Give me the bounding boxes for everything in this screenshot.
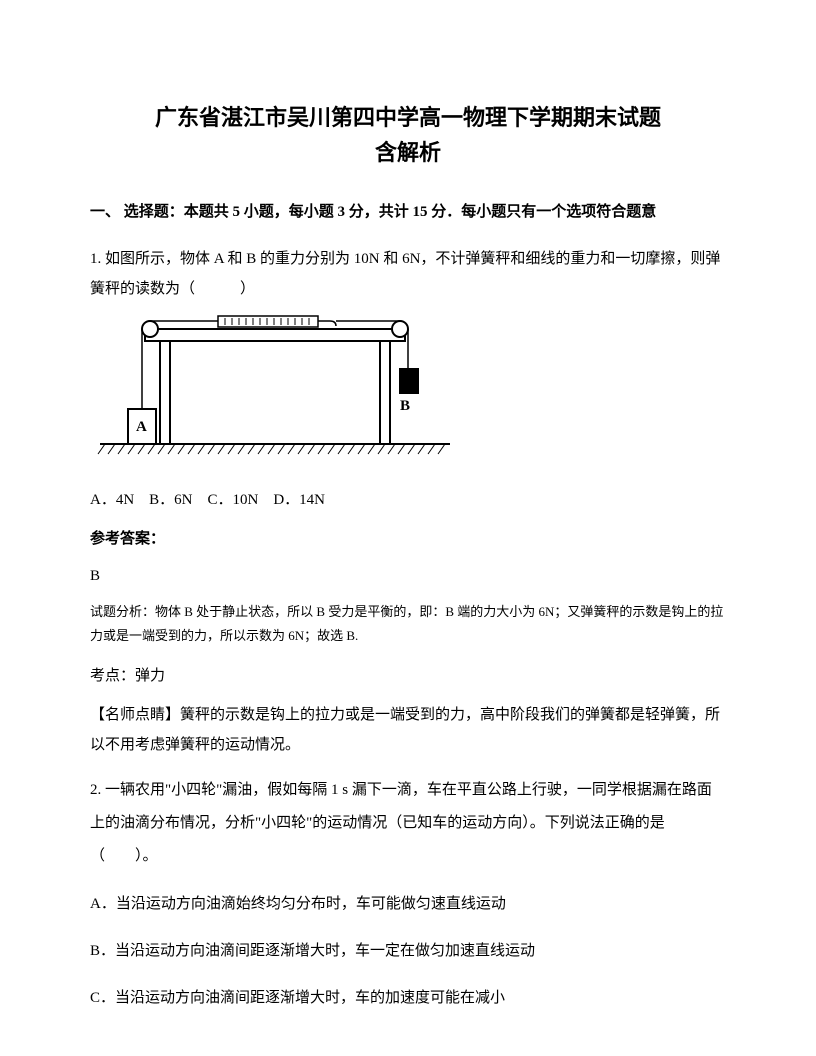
title-line-2: 含解析	[90, 135, 726, 170]
question-1-text: 1. 如图所示，物体 A 和 B 的重力分别为 10N 和 6N，不计弹簧秤和细…	[90, 244, 726, 304]
question-2-option-b: B．当沿运动方向油滴间距逐渐增大时，车一定在做匀加速直线运动	[90, 938, 726, 965]
question-2-option-a: A．当沿运动方向油滴始终均匀分布时，车可能做匀速直线运动	[90, 891, 726, 918]
label-B: B	[400, 398, 410, 414]
section-heading: 一、 选择题：本题共 5 小题，每小题 3 分，共计 15 分．每小题只有一个选…	[90, 200, 726, 226]
label-A: A	[136, 419, 147, 435]
answer-label: 参考答案：	[90, 526, 726, 553]
question-1-analysis: 试题分析：物体 B 处于静止状态，所以 B 受力是平衡的，即：B 端的力大小为 …	[90, 600, 726, 649]
question-2-options: A．当沿运动方向油滴始终均匀分布时，车可能做匀速直线运动 B．当沿运动方向油滴间…	[90, 891, 726, 1012]
question-1-kaodian: 考点：弹力	[90, 663, 726, 690]
question-1-options: A．4N B．6N C．10N D．14N	[90, 487, 726, 514]
title-line-1: 广东省湛江市吴川第四中学高一物理下学期期末试题	[90, 100, 726, 135]
question-1-answer: B	[90, 563, 726, 590]
question-1-figure: A B	[90, 314, 726, 475]
spring-scale-diagram-svg: A B	[90, 314, 460, 464]
question-2-option-c: C．当沿运动方向油滴间距逐渐增大时，车的加速度可能在减小	[90, 985, 726, 1012]
question-2-text: 2. 一辆农用"小四轮"漏油，假如每隔 1 s 漏下一滴，车在平直公路上行驶，一…	[90, 774, 726, 873]
question-1-tip: 【名师点睛】簧秤的示数是钩上的拉力或是一端受到的力，高中阶段我们的弹簧都是轻弹簧…	[90, 700, 726, 760]
document-title: 广东省湛江市吴川第四中学高一物理下学期期末试题 含解析	[90, 100, 726, 170]
